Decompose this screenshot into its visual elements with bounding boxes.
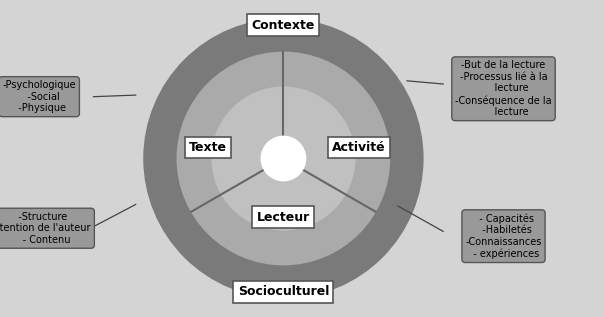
Ellipse shape xyxy=(212,87,355,230)
Ellipse shape xyxy=(261,136,306,181)
Text: Activité: Activité xyxy=(332,141,385,154)
Ellipse shape xyxy=(144,19,423,298)
Text: - Capacités
  -Habiletés
-Connaissances
  - expériences: - Capacités -Habiletés -Connaissances - … xyxy=(466,213,541,259)
Text: -Psychologique
   -Social
  -Physique: -Psychologique -Social -Physique xyxy=(2,80,76,113)
Text: -But de la lecture
-Processus lié à la
     lecture
-Conséquence de la
     lect: -But de la lecture -Processus lié à la l… xyxy=(455,60,552,117)
Text: -Structure
-Intention de l'auteur
     - Contenu: -Structure -Intention de l'auteur - Cont… xyxy=(0,212,91,245)
Text: Socioculturel: Socioculturel xyxy=(238,285,329,298)
Ellipse shape xyxy=(177,52,390,265)
Text: Texte: Texte xyxy=(189,141,227,154)
Text: Contexte: Contexte xyxy=(251,19,315,32)
Text: Lecteur: Lecteur xyxy=(257,210,310,224)
